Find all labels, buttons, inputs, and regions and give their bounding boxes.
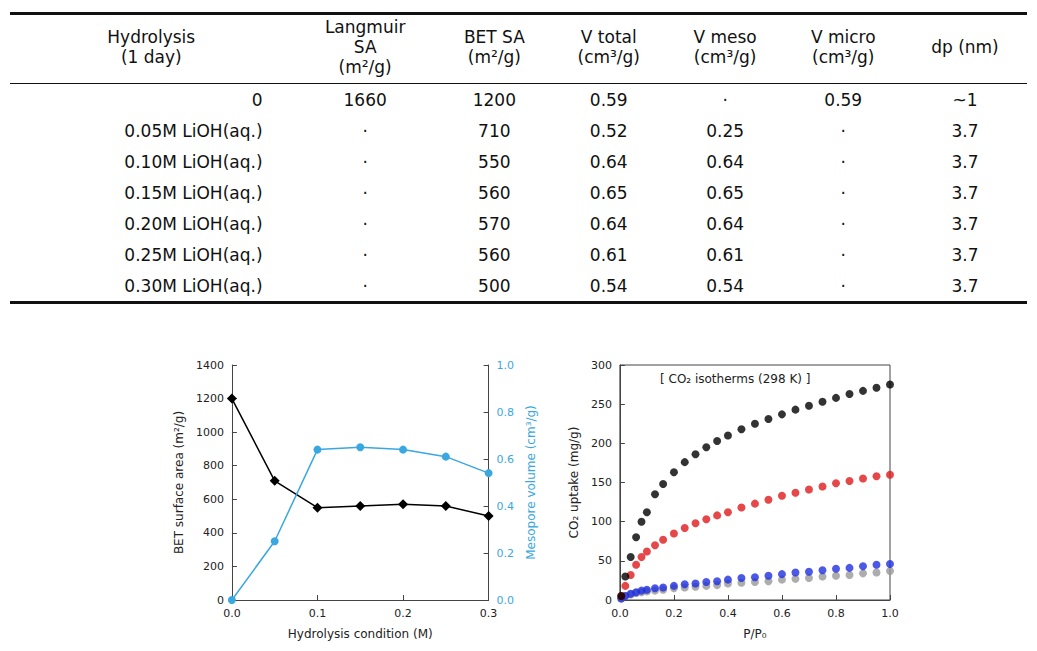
html-text:3.7: 3.7 [951,151,979,172]
svg-text:0.3: 0.3 [480,607,498,620]
svg-text:600: 600 [203,493,224,506]
html-text:0: 0 [251,89,263,110]
html-text:500: 500 [478,275,511,296]
html-text:0.30M LiOH(aq.): 0.30M LiOH(aq.) [124,275,263,296]
svg-text:0: 0 [605,594,612,607]
html-text:~1: ~1 [952,89,978,110]
html-text:0.64: 0.64 [589,213,628,234]
svg-text:0.1: 0.1 [309,607,327,620]
svg-text:BET surface area (m²/g): BET surface area (m²/g) [172,411,186,554]
svg-text:150: 150 [591,476,612,489]
html-text:3.7: 3.7 [951,182,979,203]
svg-text:400: 400 [203,526,224,539]
svg-text:50: 50 [598,554,612,567]
svg-text:0: 0 [217,594,224,607]
html-text:0.52: 0.52 [589,120,628,141]
html-text:3.7: 3.7 [951,244,979,265]
svg-text:1200: 1200 [196,392,224,405]
html-text:V total (cm³/g): V total (cm³/g) [577,27,640,67]
svg-text:0.4: 0.4 [497,500,515,513]
svg-text:1.0: 1.0 [497,359,515,372]
svg-text:0.8: 0.8 [827,607,845,620]
html-text:0.15M LiOH(aq.): 0.15M LiOH(aq.) [124,182,263,203]
svg-text:P/P₀: P/P₀ [743,627,767,641]
svg-text:0.0: 0.0 [223,607,241,620]
html-text:0.59: 0.59 [589,89,628,110]
svg-text:200: 200 [591,437,612,450]
svg-text:100: 100 [591,515,612,528]
html-text:0.25: 0.25 [706,120,744,141]
html-text:3.7: 3.7 [951,120,979,141]
html-text:0.64: 0.64 [706,151,744,172]
html-text:V micro (cm³/g): V micro (cm³/g) [810,27,876,67]
html-text:0.65: 0.65 [589,182,628,203]
svg-text:[ CO₂ isotherms (298 K) ]: [ CO₂ isotherms (298 K) ] [660,372,811,386]
html-text:1660: 1660 [343,89,387,110]
svg-text:Hydrolysis condition (M): Hydrolysis condition (M) [288,627,433,641]
svg-text:200: 200 [203,560,224,573]
html-text:0.65: 0.65 [706,182,744,203]
html-text:710: 710 [478,120,511,141]
html-text:Hydrolysis (1 day): Hydrolysis (1 day) [107,27,196,67]
svg-text:0.6: 0.6 [773,607,791,620]
svg-text:1.0: 1.0 [881,607,899,620]
svg-text:0.4: 0.4 [719,607,737,620]
html-text:0.61: 0.61 [589,244,628,265]
svg-text:0.0: 0.0 [611,607,629,620]
html-text:570: 570 [478,213,511,234]
svg-text:1400: 1400 [196,359,224,372]
svg-text:0.8: 0.8 [497,406,515,419]
html-text:V meso (cm³/g): V meso (cm³/g) [693,27,757,67]
svg-text:0.2: 0.2 [665,607,683,620]
html-text:560: 560 [478,182,511,203]
html-text:Langmuir SA (m²/g): Langmuir SA (m²/g) [324,17,406,77]
svg-text:0.0: 0.0 [497,594,515,607]
html-text:3.7: 3.7 [951,213,979,234]
html-text:0.64: 0.64 [706,213,744,234]
html-text:0.25M LiOH(aq.): 0.25M LiOH(aq.) [124,244,263,265]
html-text:0.54: 0.54 [589,275,628,296]
svg-text:0.2: 0.2 [394,607,412,620]
html-text:0.10M LiOH(aq.): 0.10M LiOH(aq.) [124,151,263,172]
html-text:0.64: 0.64 [589,151,628,172]
html-text:560: 560 [478,244,511,265]
html-text:3.7: 3.7 [951,275,979,296]
svg-text:Mesopore volume (cm³/g): Mesopore volume (cm³/g) [524,405,538,560]
html-text:0.20M LiOH(aq.): 0.20M LiOH(aq.) [124,213,263,234]
svg-text:800: 800 [203,459,224,472]
svg-text:CO₂ uptake (mg/g): CO₂ uptake (mg/g) [567,427,581,539]
html-text:550: 550 [478,151,511,172]
html-text:0.59: 0.59 [824,89,863,110]
svg-text:0.2: 0.2 [497,547,515,560]
svg-text:300: 300 [591,359,612,372]
svg-text:1000: 1000 [196,426,224,439]
html-text:0.61: 0.61 [706,244,744,265]
html-text:dp (nm): dp (nm) [931,37,999,57]
html-text:0.54: 0.54 [706,275,744,296]
html-text:1200: 1200 [472,89,516,110]
html-text:0.05M LiOH(aq.): 0.05M LiOH(aq.) [124,120,263,141]
html-text:BET SA (m²/g): BET SA (m²/g) [463,27,525,67]
svg-text:0.6: 0.6 [497,453,515,466]
svg-text:250: 250 [591,398,612,411]
